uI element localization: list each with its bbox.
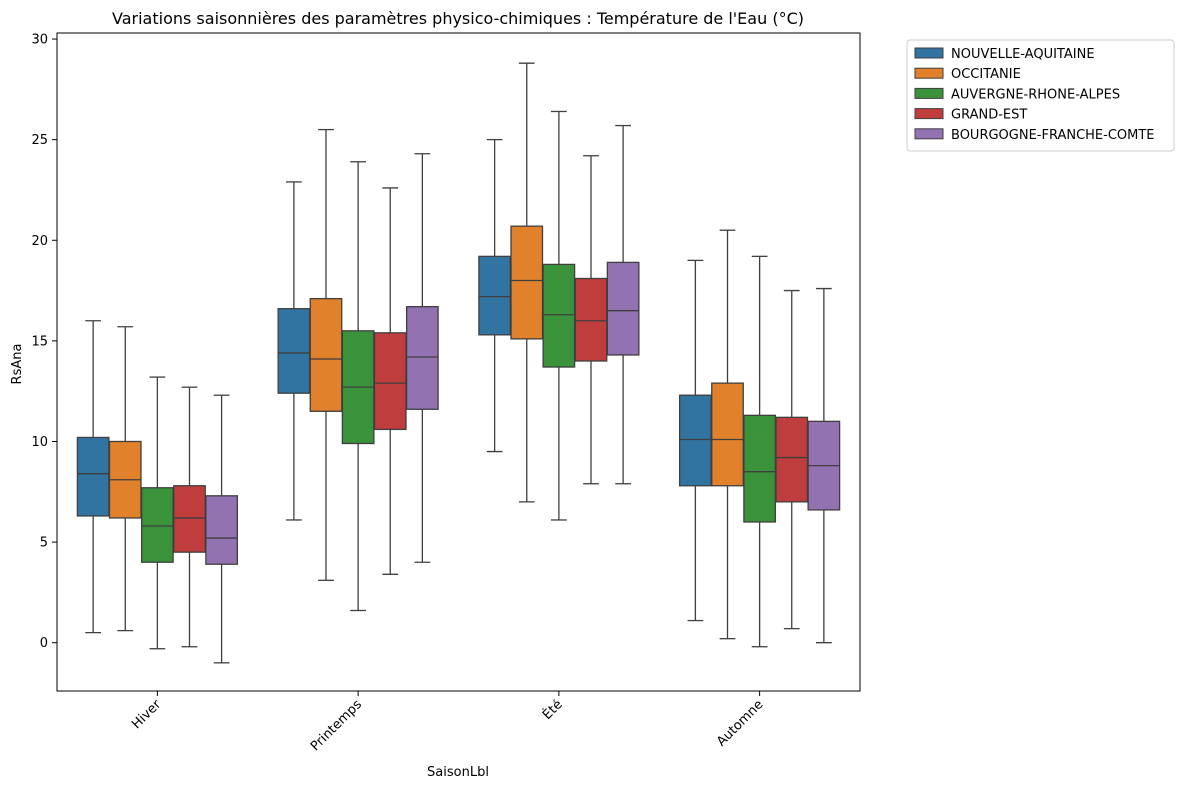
plot-area [56,32,861,692]
box-iqr [478,255,512,336]
y-tick-label: 25 [31,133,48,148]
legend-swatch [914,67,944,79]
y-tick-label: 15 [31,334,48,349]
legend-swatch [914,108,944,120]
box-iqr [510,225,544,340]
legend-label: OCCITANIE [951,67,1021,82]
legend-label: BOURGOGNE-FRANCHE-COMTE [951,128,1155,143]
box-bourgogne-franche-comte-0 [205,394,239,664]
box-iqr [76,436,110,517]
box-iqr [606,261,640,356]
box-iqr [140,487,174,563]
legend-label: GRAND-EST [951,108,1027,123]
box-nouvelle-aquitaine-1 [277,181,311,521]
box-nouvelle-aquitaine-2 [478,138,512,453]
y-tick-label: 20 [31,234,48,249]
plot-frame [56,32,861,692]
box-iqr [277,308,311,394]
y-tick-label: 5 [40,536,48,551]
box-iqr [373,332,407,431]
box-occitanie-0 [108,326,142,632]
box-auvergne-rhone-alpes-0 [140,376,174,650]
y-axis: 0 5 10 15 20 25 30 [31,33,57,651]
box-bourgogne-franche-comte-1 [405,153,439,563]
box-iqr [711,382,744,487]
legend-swatch [914,87,944,99]
box-grand-est-0 [173,386,206,648]
box-auvergne-rhone-alpes-3 [743,255,777,648]
y-tick-label: 10 [31,435,48,450]
box-iqr [405,306,439,410]
legend-frame [906,39,1175,152]
y-axis-title: RsAna [10,344,25,385]
box-iqr [309,297,343,412]
x-tick-label: Hiver [129,697,164,732]
box-iqr [574,277,608,362]
legend-swatch [914,47,944,59]
box-iqr [542,263,576,368]
box-occitanie-2 [510,62,544,503]
x-tick-label: Printemps [308,697,365,754]
box-grand-est-1 [373,187,407,575]
box-nouvelle-aquitaine-0 [76,320,110,634]
legend: NOUVELLE-AQUITAINE OCCITANIE AUVERGNE-RHON… [906,39,1175,152]
box-nouvelle-aquitaine-3 [678,259,712,622]
x-tick-label: Automne [714,697,766,749]
chart-title: Variations saisonnières des paramètres p… [112,9,804,28]
box-iqr [173,485,206,553]
legend-label: AUVERGNE-RHONE-ALPES [951,87,1120,102]
box-iqr [775,416,809,503]
x-axis: Hiver Printemps Été Automne [129,691,766,754]
box-bourgogne-franche-comte-3 [807,287,841,644]
box-auvergne-rhone-alpes-1 [341,161,375,612]
y-tick-label: 30 [31,33,48,48]
box-auvergne-rhone-alpes-2 [542,110,576,521]
box-iqr [678,394,712,487]
box-bourgogne-franche-comte-2 [606,124,640,485]
x-axis-title: SaisonLbl [427,765,489,780]
y-tick-label: 0 [40,636,48,651]
box-iqr [205,495,239,565]
x-tick-label: Été [539,697,565,723]
box-iqr [743,414,777,523]
legend-swatch [914,128,944,140]
legend-label: NOUVELLE-AQUITAINE [951,47,1095,62]
box-grand-est-2 [574,155,608,485]
box-occitanie-1 [309,128,343,581]
box-grand-est-3 [775,289,809,630]
box-occitanie-3 [711,229,744,640]
